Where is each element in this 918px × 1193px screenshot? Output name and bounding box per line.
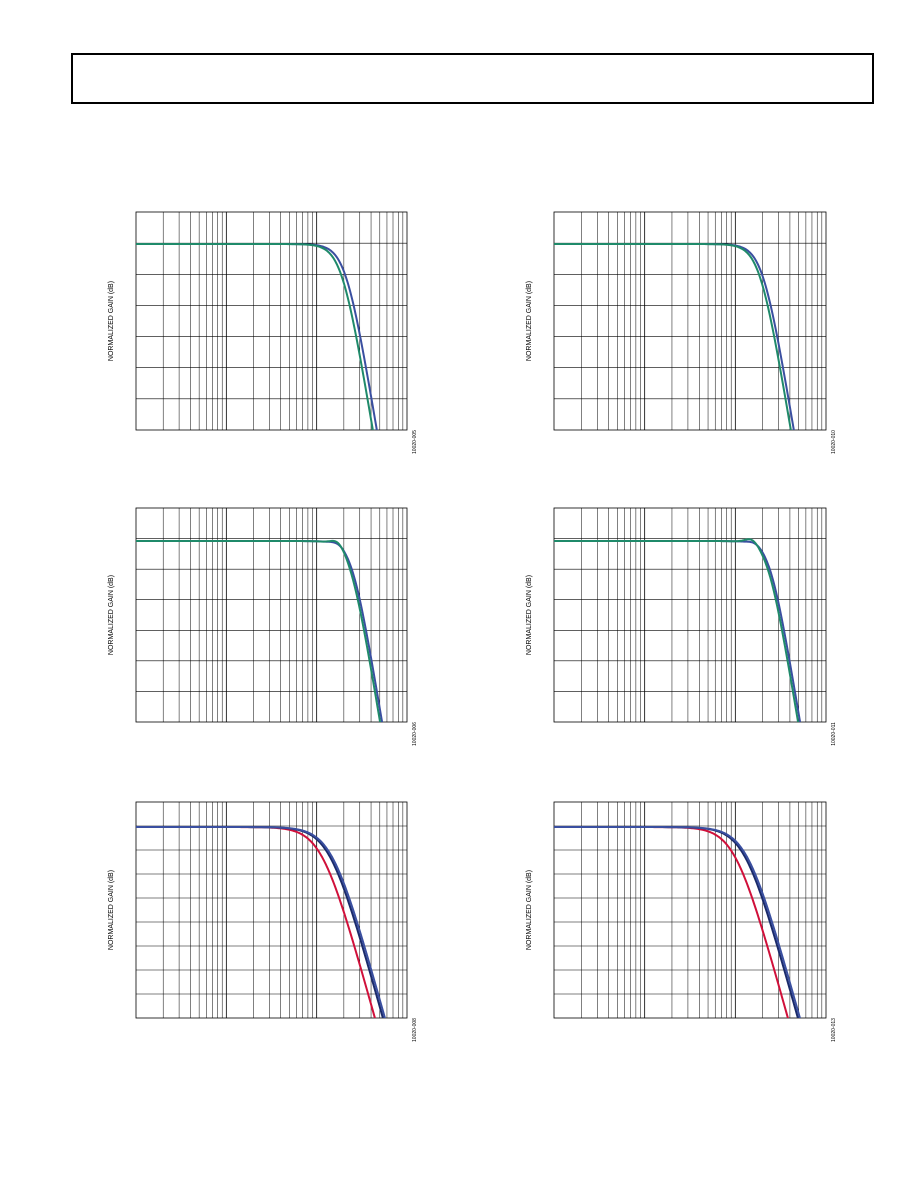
y-axis-label: NORMALIZED GAIN (dB) xyxy=(526,575,533,655)
y-axis-label: NORMALIZED GAIN (dB) xyxy=(108,281,115,361)
figure-code: 10020-010 xyxy=(831,430,837,454)
plot-frame xyxy=(553,507,827,723)
figure-code: 10020-005 xyxy=(412,430,418,454)
response-curve xyxy=(554,243,795,430)
response-curve xyxy=(136,826,386,1018)
figure: NORMALIZED GAIN (dB) 10020-005 xyxy=(108,211,418,454)
figure-code: 10020-011 xyxy=(831,722,837,746)
response-curve xyxy=(136,243,374,430)
response-curve xyxy=(554,243,792,430)
y-axis-label: NORMALIZED GAIN (dB) xyxy=(108,870,115,950)
y-axis-label: NORMALIZED GAIN (dB) xyxy=(108,575,115,655)
plot-frame xyxy=(553,801,827,1019)
response-curve xyxy=(554,826,799,1018)
response-curve xyxy=(554,826,801,1018)
figure: NORMALIZED GAIN (dB) 10020-011 xyxy=(526,507,837,746)
figure: NORMALIZED GAIN (dB) 10020-006 xyxy=(108,507,418,746)
figure: NORMALIZED GAIN (dB) 10020-010 xyxy=(526,211,837,454)
figure: NORMALIZED GAIN (dB) 10020-008 xyxy=(108,801,418,1042)
figure-code: 10020-013 xyxy=(831,1018,837,1042)
plot-frame xyxy=(135,211,408,431)
response-curve xyxy=(136,243,378,430)
plot-frame xyxy=(135,507,408,723)
response-curve xyxy=(136,826,384,1018)
y-axis-label: NORMALIZED GAIN (dB) xyxy=(526,870,533,950)
response-curve xyxy=(136,826,376,1018)
response-curve xyxy=(136,540,384,722)
response-curve xyxy=(554,538,800,722)
figure-code: 10020-006 xyxy=(412,722,418,746)
response-curve xyxy=(136,539,382,722)
plot-frame xyxy=(553,211,827,431)
figure: NORMALIZED GAIN (dB) 10020-013 xyxy=(526,801,837,1042)
plot-frame xyxy=(135,801,408,1019)
header-box xyxy=(71,53,874,104)
figure-code: 10020-008 xyxy=(412,1018,418,1042)
response-curve xyxy=(554,826,789,1018)
y-axis-label: NORMALIZED GAIN (dB) xyxy=(526,281,533,361)
